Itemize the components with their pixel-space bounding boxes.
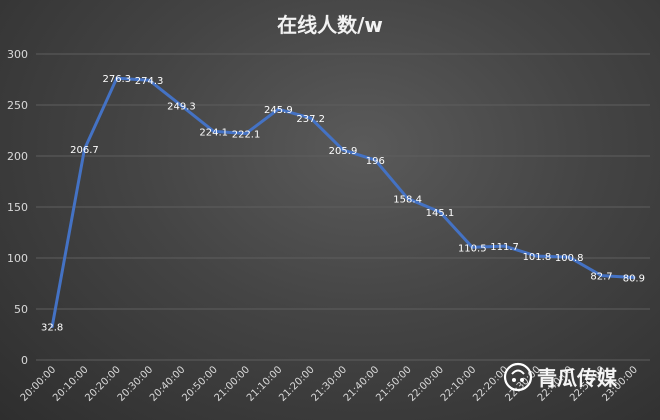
data-point <box>600 274 604 278</box>
y-tick-label: 100 <box>7 252 28 265</box>
data-label: 82.7 <box>590 272 612 283</box>
data-point <box>438 210 442 214</box>
data-label: 111.7 <box>490 242 519 253</box>
data-label: 276.3 <box>102 74 131 85</box>
data-point <box>341 148 345 152</box>
data-point <box>373 158 377 162</box>
data-point <box>406 196 410 200</box>
melon-logo-icon <box>503 362 533 392</box>
series-layer <box>50 76 636 329</box>
data-label: 145.1 <box>426 208 455 219</box>
data-label: 222.1 <box>232 129 261 140</box>
data-point <box>632 275 636 279</box>
data-point <box>276 107 280 111</box>
data-label: 32.8 <box>41 323 63 334</box>
data-label: 158.4 <box>393 194 422 205</box>
y-tick-label: 200 <box>7 150 28 163</box>
data-label: 110.5 <box>458 243 487 254</box>
data-point <box>50 325 54 329</box>
y-tick-label: 300 <box>7 48 28 61</box>
y-axis-ticks: 0 50 100 150 200 250 300 <box>7 48 28 367</box>
y-tick-label: 150 <box>7 201 28 214</box>
data-label: 249.3 <box>167 102 196 113</box>
data-point <box>470 245 474 249</box>
data-label: 196 <box>366 156 385 167</box>
data-point <box>115 76 119 80</box>
data-label: 245.9 <box>264 105 293 116</box>
data-point <box>535 254 539 258</box>
data-label: 237.2 <box>296 114 325 125</box>
y-tick-label: 50 <box>14 303 28 316</box>
series-line <box>50 76 636 329</box>
data-label: 206.7 <box>70 145 99 156</box>
data-point <box>309 116 313 120</box>
data-point <box>147 78 151 82</box>
data-point <box>244 131 248 135</box>
data-label: 80.9 <box>623 273 645 284</box>
data-point <box>503 244 507 248</box>
y-tick-label: 0 <box>21 354 28 367</box>
data-point <box>179 104 183 108</box>
chart-title: 在线人数/w <box>277 13 383 37</box>
data-point <box>567 255 571 259</box>
data-label: 274.3 <box>135 76 164 87</box>
data-point <box>82 147 86 151</box>
gridlines <box>36 53 650 361</box>
watermark: 青瓜传媒 <box>503 362 618 392</box>
data-label: 100.8 <box>555 253 584 264</box>
data-point <box>212 129 216 133</box>
data-label: 224.1 <box>199 127 228 138</box>
watermark-text: 青瓜传媒 <box>537 366 618 390</box>
data-label: 205.9 <box>329 146 358 157</box>
y-tick-label: 250 <box>7 99 28 112</box>
data-label: 101.8 <box>523 252 552 263</box>
